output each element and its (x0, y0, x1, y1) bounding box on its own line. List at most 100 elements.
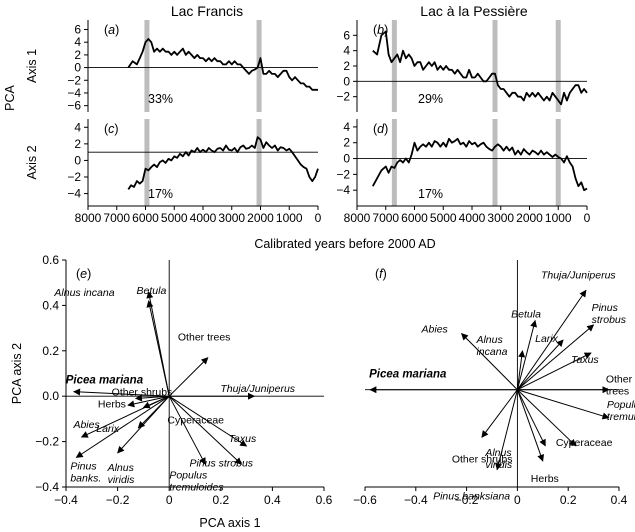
variable-label: Larix (535, 333, 559, 345)
variable-label: Betula (137, 285, 167, 297)
variable-label: Herbs (98, 398, 126, 410)
loading-arrow (168, 395, 206, 465)
x-axis-label-e: PCA axis 1 (199, 516, 260, 530)
variable-label: Other shrubs (112, 386, 173, 398)
zone-boundary-band (391, 119, 397, 206)
x-tick-label: 0 (584, 211, 591, 225)
x-tick-label: 6000 (132, 211, 159, 225)
zone-boundary-band (144, 119, 150, 206)
loading-arrow (75, 395, 170, 458)
panel-label-b: (b) (373, 23, 388, 37)
x-tick-label: 7000 (372, 211, 399, 225)
variable-label: Alnus incana (53, 287, 114, 299)
x-tick-label: 0 (514, 493, 521, 507)
variable-label: Picea mariana (369, 369, 447, 381)
x-tick-label: 1000 (545, 211, 572, 225)
loading-arrow (516, 289, 587, 390)
variable-label: Taxus (229, 433, 257, 445)
y-tick-label: 4 (74, 35, 81, 49)
variable-label: Other shrubs (452, 453, 513, 465)
variable-label: Abies (72, 419, 100, 431)
y-axis-label-e: PCA axis 2 (10, 343, 24, 404)
y-tick-label: −2 (336, 90, 350, 104)
x-tick-label: 2000 (516, 211, 543, 225)
variable-label: Pinus strobus (189, 457, 253, 469)
series-line-d (372, 137, 588, 192)
y-tick-label: −4 (336, 183, 350, 197)
y-tick-label: −4 (67, 86, 81, 100)
loading-arrow (517, 352, 592, 391)
series-line-c (127, 136, 319, 190)
biplot-panel-f: −0.6 −0.4 −0.2 0 0.2 0.4 Thuja/Juniperus Pinus s… (353, 260, 635, 507)
y-tick-label: 2 (343, 59, 350, 73)
loading-arrow (517, 389, 577, 447)
variable-label: Larix (96, 423, 120, 435)
x-tick-label: 0.4 (611, 493, 628, 507)
time-axis-label: Calibrated years before 2000 AD (254, 237, 435, 251)
x-tick-label: −0.2 (106, 493, 130, 507)
panel-label-c: (c) (104, 122, 119, 136)
zone-boundary-band (391, 20, 397, 112)
variable-label: Herbs (531, 473, 559, 485)
loading-arrow (516, 319, 538, 390)
x-tick-label: 6000 (401, 211, 428, 225)
loading-arrow (516, 389, 544, 462)
y-axis-label-c: Axis 2 (25, 145, 39, 179)
x-tick-label: 0 (315, 211, 322, 225)
y-tick-label: −2 (336, 167, 350, 181)
panel-label-e: (e) (76, 267, 91, 281)
column-title-right: Lac à la Pessière (420, 3, 528, 19)
y-tick-label: 0 (343, 152, 350, 166)
variable-label: Pinus banks. (70, 460, 101, 484)
loading-arrow (495, 389, 518, 471)
y-tick-label: 2 (343, 136, 350, 150)
variable-label: Cyperaceae (167, 415, 224, 427)
zone-boundary-band (144, 20, 150, 112)
x-tick-label: 5000 (430, 211, 457, 225)
zone-boundary-band (492, 20, 498, 112)
x-tick-label: 3000 (218, 211, 245, 225)
panel-label-d: (d) (373, 122, 388, 136)
loading-arrow (73, 388, 170, 397)
loading-arrow (142, 395, 170, 409)
loading-arrow (117, 395, 170, 454)
x-tick-label: 3000 (487, 211, 514, 225)
y-tick-label: 2 (74, 137, 81, 151)
variable-label: Pinus strobus (592, 302, 627, 326)
variable-label: Taxus (571, 354, 599, 366)
y-tick-label: −6 (67, 99, 81, 113)
loading-arrow (134, 394, 170, 402)
zone-boundary-band (555, 119, 561, 206)
loading-arrow (168, 395, 248, 447)
zone-boundary-band (256, 119, 262, 206)
x-tick-label: 4000 (459, 211, 486, 225)
zone-boundary-band (555, 20, 561, 112)
loading-arrow (168, 357, 209, 397)
y-tick-label: 6 (74, 23, 81, 37)
x-tick-label: 7000 (103, 211, 130, 225)
variance-label-d: 17% (418, 187, 443, 201)
loading-arrow (517, 339, 564, 391)
loading-arrow (517, 324, 595, 391)
x-tick-label: 0.4 (264, 493, 281, 507)
variable-label: Abies (421, 324, 449, 336)
variable-label: Alnus incana (475, 334, 507, 358)
y-tick-label: −4 (67, 187, 81, 201)
column-title-left: Lac Francis (171, 3, 243, 19)
variance-label-c: 17% (148, 187, 173, 201)
zone-boundary-band (492, 119, 498, 206)
y-tick-label: 2 (74, 48, 81, 62)
loading-arrow (517, 389, 610, 420)
y-tick-label: 4 (343, 120, 350, 134)
x-tick-label: −0.2 (455, 493, 479, 507)
x-tick-label: 5000 (161, 211, 188, 225)
variable-label: Other trees (178, 332, 231, 344)
panel-label-a: (a) (104, 23, 119, 37)
y-tick-label: 0.6 (42, 253, 59, 267)
